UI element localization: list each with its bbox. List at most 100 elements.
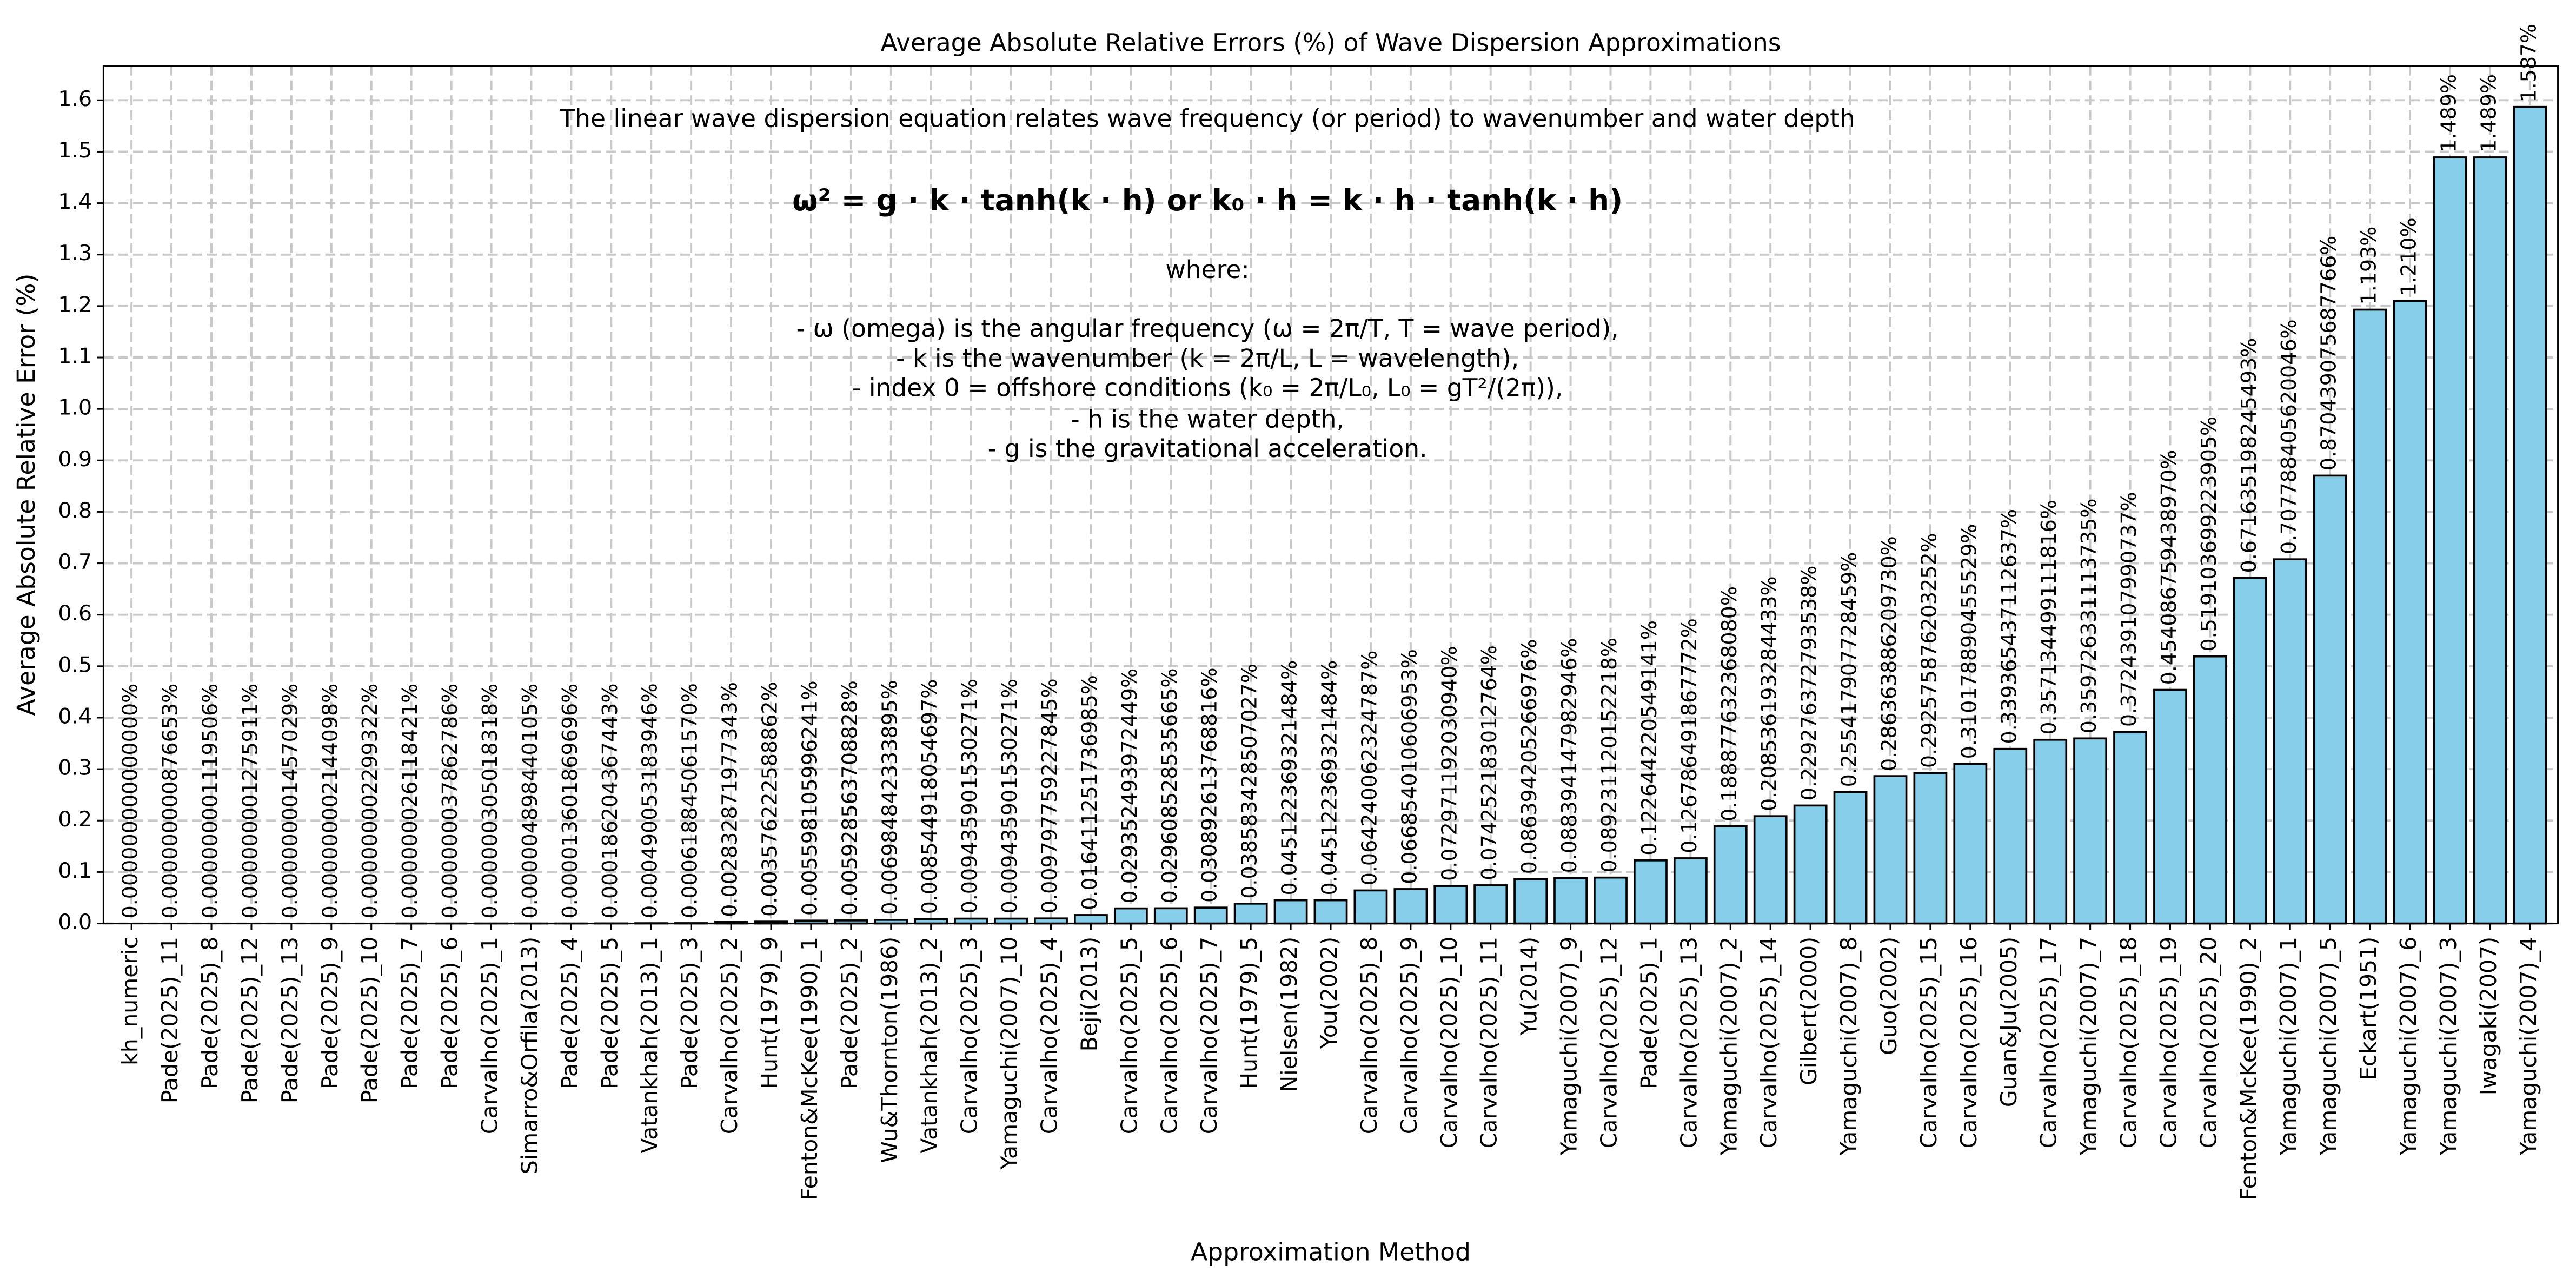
value-label: 0.000618845061570% — [678, 683, 702, 918]
value-label: 0.357134499111816% — [2037, 500, 2061, 735]
value-label: 0.008544918054697% — [918, 679, 941, 915]
value-label: 0.000000000876653% — [158, 684, 182, 919]
bar — [1433, 885, 1468, 925]
x-tick-label: Yamaguchi(2007)_5 — [2315, 937, 2341, 1156]
x-tick-label: Simarro&Orfila(2013) — [516, 937, 542, 1174]
value-label: 0.000000037862786% — [438, 684, 462, 919]
x-tick-label: You(2002) — [1316, 937, 1342, 1049]
x-tick-label: Carvalho(2025)_3 — [957, 937, 982, 1134]
value-label: 0.519103699223905% — [2197, 416, 2221, 652]
value-label: 0.292575876203252% — [1917, 533, 1941, 768]
bar — [2193, 655, 2227, 925]
x-tick-label: Yamaguchi(2007)_3 — [2435, 937, 2461, 1156]
value-label: 0.000000001457029% — [278, 684, 302, 919]
bar — [1873, 775, 1908, 925]
bar — [1473, 884, 1508, 925]
y-tick-label: 0.6 — [58, 601, 92, 626]
x-tick-label: Pade(2025)_1 — [1636, 937, 1662, 1089]
x-tick-label: Carvalho(2025)_17 — [2036, 937, 2062, 1148]
y-tick-label: 0.9 — [58, 447, 92, 472]
x-tick-label: Pade(2025)_7 — [397, 937, 423, 1089]
bar — [2233, 577, 2267, 925]
x-tick-label: Iwagaki(2007) — [2475, 937, 2501, 1095]
value-label: 0.000000000000000% — [118, 684, 142, 919]
x-tick-label: Carvalho(2025)_9 — [1396, 937, 1422, 1134]
bar — [1793, 804, 1828, 925]
x-tick-label: Carvalho(2025)_7 — [1196, 937, 1222, 1134]
bar — [1393, 888, 1428, 925]
x-tick-label: Pade(2025)_6 — [437, 937, 463, 1089]
x-tick-label: Carvalho(2025)_13 — [1676, 937, 1702, 1148]
bar — [1074, 914, 1108, 925]
y-tick-label: 1.4 — [58, 189, 92, 214]
x-tick-label: Carvalho(2025)_16 — [1956, 937, 1982, 1148]
value-label: 0.454086759438970% — [2157, 450, 2181, 685]
bar — [1993, 747, 2028, 925]
value-label: 0.009797759227845% — [1038, 678, 1061, 913]
value-label: 0.000004898440105% — [518, 684, 542, 919]
bar — [2393, 300, 2427, 925]
value-label: 0.000000001119506% — [198, 684, 222, 919]
value-label: 0.066854010606953% — [1397, 649, 1421, 884]
y-tick-label: 1.0 — [58, 395, 92, 420]
bar — [1673, 857, 1708, 925]
y-axis-label: Average Absolute Relative Error (%) — [12, 274, 41, 716]
bars — [394, 105, 2547, 925]
value-label: 0.003576222588862% — [758, 681, 782, 917]
value-label: 0.002832871977343% — [718, 682, 742, 917]
value-label: 0.000000002299322% — [358, 684, 382, 919]
value-label: 0.005598105996241% — [798, 680, 821, 916]
x-tick-label: Carvalho(2025)_6 — [1156, 937, 1182, 1134]
value-label: 0.310178890455529% — [1957, 524, 1981, 759]
x-tick-label: Pade(2025)_8 — [197, 937, 223, 1089]
y-tick-label: 1.6 — [58, 87, 92, 111]
bar — [1913, 772, 1948, 925]
x-tick-label: Pade(2025)_4 — [556, 937, 582, 1089]
x-tick-label: Vatankhah(2013)_2 — [917, 937, 942, 1154]
bar — [1833, 791, 1868, 925]
bar — [2353, 308, 2387, 925]
value-label: 0.208536193284433% — [1757, 576, 1781, 811]
value-label: 0.000186204367443% — [598, 684, 622, 919]
value-label: 0.005928563708828% — [838, 680, 861, 916]
value-label: 0.045122369321484% — [1317, 660, 1341, 896]
grid — [103, 65, 2558, 925]
bar — [1753, 815, 1788, 925]
value-label: 0.086394205266976% — [1517, 639, 1541, 875]
x-tick-label: Pade(2025)_5 — [596, 937, 622, 1089]
x-tick-label: Wu&Thornton(1986) — [877, 937, 902, 1163]
x-axis-label: Approximation Method — [1191, 1238, 1471, 1267]
y-tick-label: 0.1 — [58, 858, 92, 883]
value-label: 0.870439075687766% — [2317, 236, 2341, 471]
bar — [1273, 899, 1308, 925]
value-label: 0.072971192030940% — [1437, 646, 1461, 881]
y-tick-label: 0.0 — [58, 910, 92, 935]
x-tick-label: Carvalho(2025)_5 — [1116, 937, 1142, 1134]
bar — [2513, 105, 2547, 925]
x-tick-label: Pade(2025)_11 — [157, 937, 183, 1103]
x-tick-label: Yamaguchi(2007)_2 — [1716, 937, 1742, 1156]
y-tick-label: 0.7 — [58, 549, 92, 574]
value-label: 1.193% — [2357, 227, 2381, 305]
value-label: 0.006984842333895% — [878, 680, 901, 915]
value-label: 0.029608528535665% — [1158, 668, 1181, 904]
bar — [2153, 688, 2187, 925]
value-label: 0.030892613768816% — [1198, 667, 1221, 903]
x-tick-label: Yamaguchi(2007)_10 — [997, 937, 1023, 1170]
value-label: 0.064240062324787% — [1357, 651, 1381, 886]
annotations: The linear wave dispersion equation rela… — [559, 104, 1855, 463]
annotation: - ω (omega) is the angular frequency (ω … — [796, 314, 1619, 343]
x-tick-label: Yamaguchi(2007)_7 — [2076, 937, 2102, 1156]
value-label: 1.489% — [2477, 74, 2500, 153]
value-label: 0.045122369321484% — [1278, 660, 1302, 896]
chart-title: Average Absolute Relative Errors (%) of … — [881, 29, 1781, 57]
x-tick-label: Carvalho(2025)_20 — [2195, 937, 2221, 1148]
bar — [2033, 738, 2068, 925]
y-tick-label: 0.2 — [58, 807, 92, 832]
value-label: 0.089231120152218% — [1597, 638, 1621, 873]
x-tick-label: Carvalho(2025)_11 — [1476, 937, 1502, 1148]
x-tick-label: Carvalho(2025)_8 — [1356, 937, 1382, 1134]
x-tick-label: Carvalho(2025)_4 — [1037, 937, 1063, 1134]
bar — [1353, 889, 1388, 925]
